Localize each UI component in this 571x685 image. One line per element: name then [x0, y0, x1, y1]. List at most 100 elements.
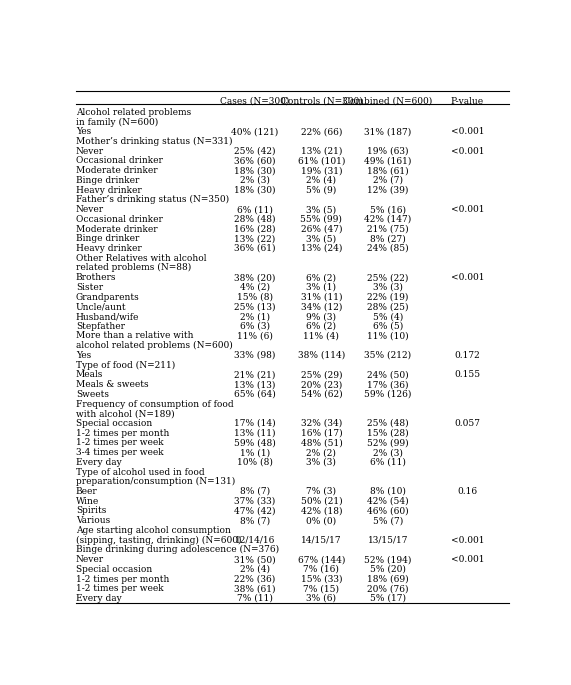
Text: Binge drinking during adolescence (N=376): Binge drinking during adolescence (N=376…	[76, 545, 279, 554]
Text: 13% (11): 13% (11)	[234, 429, 276, 438]
Text: Brothers: Brothers	[76, 273, 116, 282]
Text: 32% (34): 32% (34)	[301, 419, 342, 428]
Text: 35% (212): 35% (212)	[364, 351, 411, 360]
Text: 8% (10): 8% (10)	[370, 487, 406, 496]
Text: Never: Never	[76, 205, 104, 214]
Text: Cases (N=300): Cases (N=300)	[220, 97, 289, 106]
Text: 46% (60): 46% (60)	[367, 506, 409, 516]
Text: Meals: Meals	[76, 371, 103, 379]
Text: P-value: P-value	[451, 97, 484, 106]
Text: 2% (3): 2% (3)	[373, 448, 403, 457]
Text: 26% (47): 26% (47)	[301, 225, 342, 234]
Text: 13/15/17: 13/15/17	[368, 536, 408, 545]
Text: Yes: Yes	[76, 351, 91, 360]
Text: Meals & sweets: Meals & sweets	[76, 380, 148, 389]
Text: 1% (1): 1% (1)	[240, 448, 270, 457]
Text: Age starting alcohol consumption: Age starting alcohol consumption	[76, 526, 231, 535]
Text: Moderate drinker: Moderate drinker	[76, 166, 158, 175]
Text: Moderate drinker: Moderate drinker	[76, 225, 158, 234]
Text: 50% (21): 50% (21)	[300, 497, 342, 506]
Text: with alcohol (N=189): with alcohol (N=189)	[76, 409, 174, 419]
Text: 13% (13): 13% (13)	[234, 380, 276, 389]
Text: 0.155: 0.155	[455, 371, 481, 379]
Text: <0.001: <0.001	[451, 205, 484, 214]
Text: preparation/consumption (N=131): preparation/consumption (N=131)	[76, 477, 235, 486]
Text: 25% (22): 25% (22)	[367, 273, 408, 282]
Text: <0.001: <0.001	[451, 127, 484, 136]
Text: 1-2 times per week: 1-2 times per week	[76, 584, 163, 593]
Text: 28% (48): 28% (48)	[234, 215, 276, 224]
Text: 9% (3): 9% (3)	[307, 312, 336, 321]
Text: 1-2 times per month: 1-2 times per month	[76, 575, 169, 584]
Text: 15% (33): 15% (33)	[301, 575, 342, 584]
Text: 24% (50): 24% (50)	[367, 371, 409, 379]
Text: 38% (20): 38% (20)	[234, 273, 276, 282]
Text: 20% (23): 20% (23)	[301, 380, 342, 389]
Text: 22% (66): 22% (66)	[301, 127, 342, 136]
Text: 2% (4): 2% (4)	[240, 565, 270, 574]
Text: 5% (4): 5% (4)	[373, 312, 403, 321]
Text: 11% (4): 11% (4)	[303, 332, 339, 340]
Text: 42% (147): 42% (147)	[364, 215, 411, 224]
Text: <0.001: <0.001	[451, 147, 484, 155]
Text: 6% (5): 6% (5)	[373, 322, 403, 331]
Text: 2% (1): 2% (1)	[240, 312, 270, 321]
Text: 22% (36): 22% (36)	[235, 575, 276, 584]
Text: 3% (3): 3% (3)	[307, 458, 336, 467]
Text: 2% (3): 2% (3)	[240, 176, 270, 185]
Text: 12% (39): 12% (39)	[367, 186, 408, 195]
Text: Uncle/aunt: Uncle/aunt	[76, 302, 126, 311]
Text: Various: Various	[76, 516, 110, 525]
Text: 4% (2): 4% (2)	[240, 283, 270, 292]
Text: 18% (69): 18% (69)	[367, 575, 409, 584]
Text: 67% (144): 67% (144)	[297, 555, 345, 564]
Text: 3% (6): 3% (6)	[307, 594, 336, 603]
Text: Never: Never	[76, 555, 104, 564]
Text: 59% (126): 59% (126)	[364, 390, 412, 399]
Text: Binge drinker: Binge drinker	[76, 176, 139, 185]
Text: <0.001: <0.001	[451, 555, 484, 564]
Text: Yes: Yes	[76, 127, 91, 136]
Text: 8% (27): 8% (27)	[370, 234, 405, 243]
Text: 15% (8): 15% (8)	[237, 292, 273, 301]
Text: Other Relatives with alcohol: Other Relatives with alcohol	[76, 253, 206, 263]
Text: Stepfather: Stepfather	[76, 322, 125, 331]
Text: 52% (194): 52% (194)	[364, 555, 412, 564]
Text: 55% (99): 55% (99)	[300, 215, 343, 224]
Text: Controls (N=300): Controls (N=300)	[280, 97, 362, 106]
Text: 7% (15): 7% (15)	[303, 584, 339, 593]
Text: Type of alcohol used in food: Type of alcohol used in food	[76, 468, 204, 477]
Text: 37% (33): 37% (33)	[235, 497, 276, 506]
Text: 3% (5): 3% (5)	[306, 205, 336, 214]
Text: 25% (48): 25% (48)	[367, 419, 409, 428]
Text: 19% (31): 19% (31)	[301, 166, 342, 175]
Text: 3% (3): 3% (3)	[373, 283, 403, 292]
Text: Frequency of consumption of food: Frequency of consumption of food	[76, 399, 234, 408]
Text: 65% (64): 65% (64)	[234, 390, 276, 399]
Text: Beer: Beer	[76, 487, 98, 496]
Text: <0.001: <0.001	[451, 273, 484, 282]
Text: 3% (5): 3% (5)	[306, 234, 336, 243]
Text: 5% (9): 5% (9)	[306, 186, 336, 195]
Text: alcohol related problems (N=600): alcohol related problems (N=600)	[76, 341, 232, 350]
Text: 17% (14): 17% (14)	[234, 419, 276, 428]
Text: 52% (99): 52% (99)	[367, 438, 409, 447]
Text: 61% (101): 61% (101)	[297, 156, 345, 166]
Text: 34% (12): 34% (12)	[301, 302, 342, 311]
Text: 48% (51): 48% (51)	[300, 438, 342, 447]
Text: 5% (16): 5% (16)	[370, 205, 406, 214]
Text: <0.001: <0.001	[451, 536, 484, 545]
Text: 18% (61): 18% (61)	[367, 166, 409, 175]
Text: Binge drinker: Binge drinker	[76, 234, 139, 243]
Text: 20% (76): 20% (76)	[367, 584, 408, 593]
Text: 25% (13): 25% (13)	[234, 302, 276, 311]
Text: 18% (30): 18% (30)	[234, 166, 276, 175]
Text: Mother’s drinking status (N=331): Mother’s drinking status (N=331)	[76, 137, 232, 146]
Text: 28% (25): 28% (25)	[367, 302, 408, 311]
Text: 13% (22): 13% (22)	[235, 234, 276, 243]
Text: 13% (24): 13% (24)	[301, 244, 342, 253]
Text: Occasional drinker: Occasional drinker	[76, 215, 163, 224]
Text: 2% (4): 2% (4)	[307, 176, 336, 185]
Text: 42% (54): 42% (54)	[367, 497, 409, 506]
Text: 6% (2): 6% (2)	[307, 322, 336, 331]
